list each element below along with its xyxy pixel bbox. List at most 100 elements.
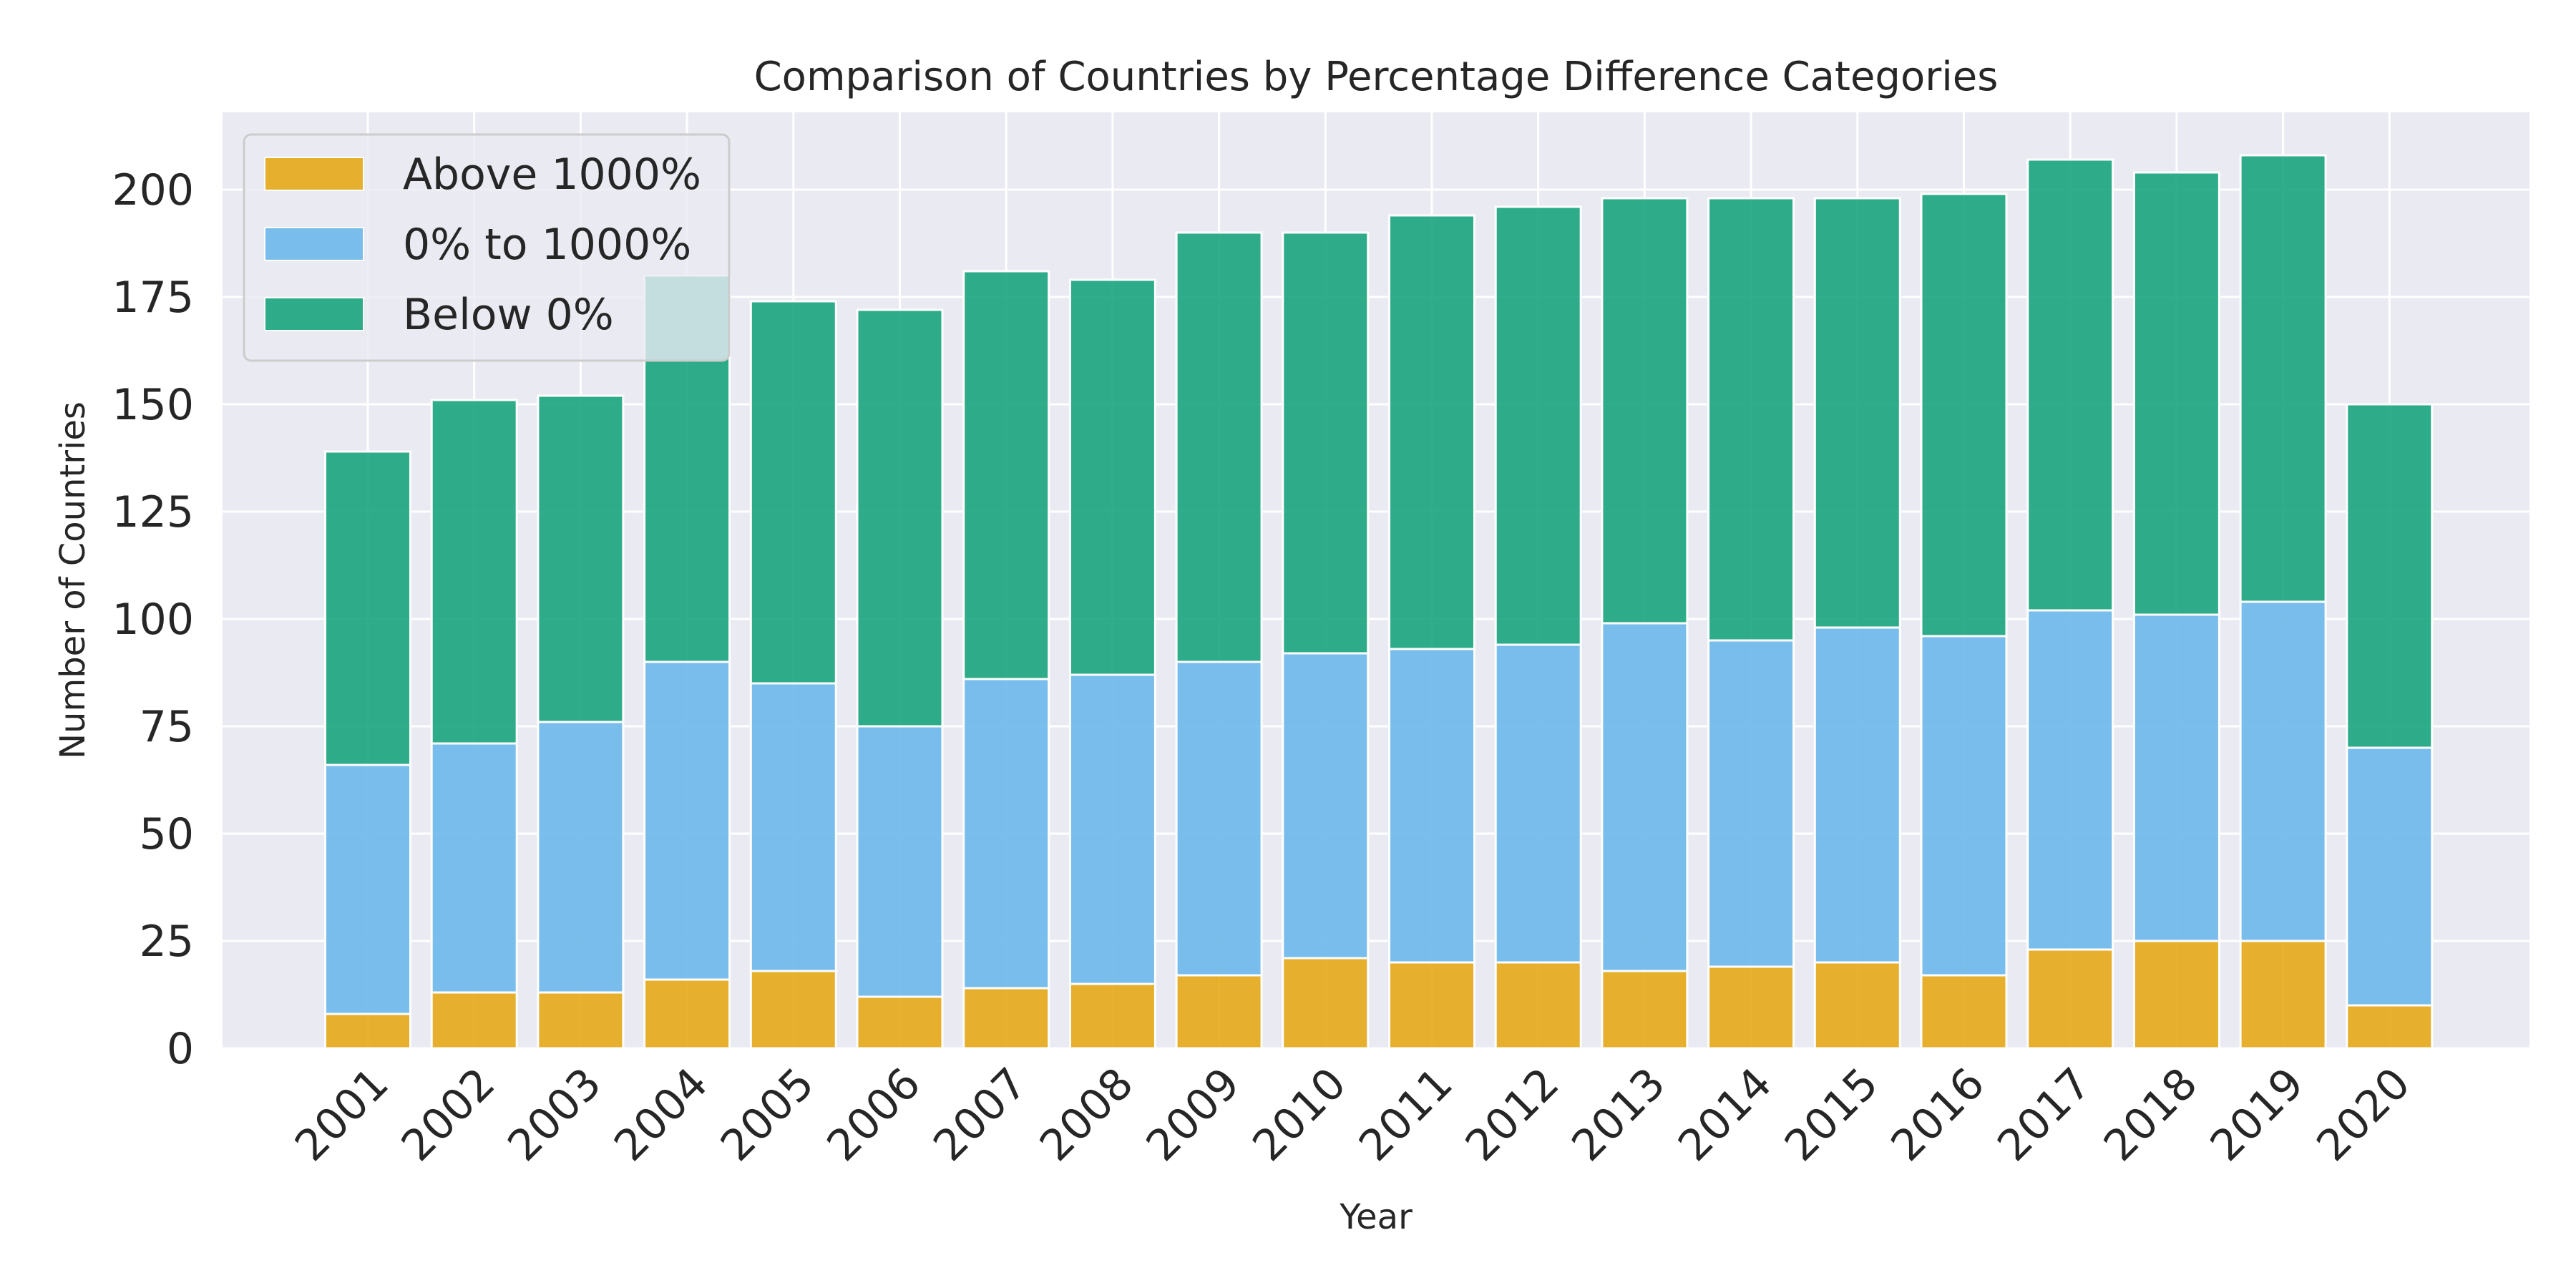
bar-0-to-1000-2014 bbox=[1707, 639, 1795, 968]
bar-above-1000-2009 bbox=[1175, 974, 1263, 1050]
x-tick-label: 2002 bbox=[392, 1058, 504, 1171]
bar-above-1000-2016 bbox=[1920, 974, 2008, 1050]
bar-0-to-1000-2002 bbox=[430, 742, 518, 994]
bar-above-1000-2017 bbox=[2026, 948, 2114, 1050]
bar-below-0-2016 bbox=[1920, 192, 2008, 638]
x-tick-label: 2018 bbox=[2094, 1058, 2207, 1171]
bar-below-0-2011 bbox=[1388, 214, 1475, 650]
x-tick-label: 2016 bbox=[1882, 1058, 1994, 1171]
bar-0-to-1000-2004 bbox=[643, 660, 731, 981]
x-tick-label: 2019 bbox=[2201, 1058, 2313, 1171]
bar-0-to-1000-2010 bbox=[1282, 652, 1370, 960]
bar-0-to-1000-2009 bbox=[1175, 660, 1263, 977]
x-tick-label: 2015 bbox=[1775, 1058, 1888, 1171]
y-tick-label: 125 bbox=[112, 487, 194, 537]
legend-swatch bbox=[264, 297, 364, 331]
bar-above-1000-2001 bbox=[324, 1013, 411, 1050]
x-tick-label: 2012 bbox=[1456, 1058, 1568, 1171]
bar-above-1000-2013 bbox=[1601, 970, 1689, 1050]
bar-below-0-2009 bbox=[1175, 231, 1263, 663]
x-tick-label: 2003 bbox=[499, 1058, 611, 1171]
x-tick-label: 2004 bbox=[605, 1058, 717, 1171]
bar-below-0-2015 bbox=[1813, 197, 1901, 629]
chart-title: Comparison of Countries by Percentage Di… bbox=[754, 54, 1999, 100]
x-tick-label: 2006 bbox=[818, 1058, 930, 1171]
x-tick-label: 2010 bbox=[1243, 1058, 1355, 1171]
bar-below-0-2001 bbox=[324, 450, 411, 766]
bar-0-to-1000-2019 bbox=[2239, 600, 2327, 942]
bar-0-to-1000-2006 bbox=[856, 725, 944, 998]
bar-0-to-1000-2016 bbox=[1920, 635, 2008, 977]
legend-swatch bbox=[264, 157, 364, 191]
y-axis-label: Number of Countries bbox=[53, 401, 93, 759]
legend-label: Below 0% bbox=[403, 290, 614, 340]
x-tick-label: 2007 bbox=[924, 1058, 1036, 1171]
bar-0-to-1000-2005 bbox=[749, 682, 837, 972]
bar-below-0-2003 bbox=[537, 394, 625, 723]
bar-below-0-2005 bbox=[749, 300, 837, 685]
bar-0-to-1000-2015 bbox=[1813, 626, 1901, 964]
legend-label: Above 1000% bbox=[403, 150, 701, 200]
y-tick-label: 50 bbox=[140, 809, 194, 859]
x-tick-label: 2011 bbox=[1350, 1058, 1462, 1171]
y-tick-label: 100 bbox=[112, 595, 194, 645]
y-tick-label: 200 bbox=[112, 165, 194, 215]
bar-above-1000-2018 bbox=[2132, 940, 2220, 1050]
y-tick-label: 25 bbox=[140, 917, 194, 967]
x-axis-label: Year bbox=[1339, 1197, 1413, 1237]
bar-0-to-1000-2011 bbox=[1388, 648, 1475, 964]
bar-below-0-2017 bbox=[2026, 158, 2114, 612]
bar-0-to-1000-2020 bbox=[2346, 746, 2434, 1007]
bar-0-to-1000-2012 bbox=[1494, 643, 1582, 964]
bar-0-to-1000-2003 bbox=[537, 721, 625, 994]
x-tick-label: 2017 bbox=[1988, 1058, 2100, 1171]
bar-above-1000-2003 bbox=[537, 991, 625, 1050]
x-tick-label: 2005 bbox=[711, 1058, 824, 1171]
bar-0-to-1000-2018 bbox=[2132, 613, 2220, 942]
bar-above-1000-2002 bbox=[430, 991, 518, 1050]
bar-below-0-2002 bbox=[430, 399, 518, 745]
x-tick-labels: 2001200220032004200520062007200820092010… bbox=[286, 1058, 2420, 1171]
bar-above-1000-2005 bbox=[749, 970, 837, 1050]
legend-label: 0% to 1000% bbox=[403, 220, 691, 270]
bar-below-0-2013 bbox=[1601, 197, 1689, 625]
bar-0-to-1000-2007 bbox=[962, 678, 1050, 990]
bar-below-0-2014 bbox=[1707, 197, 1795, 642]
bar-above-1000-2020 bbox=[2346, 1004, 2434, 1050]
x-tick-label: 2014 bbox=[1669, 1058, 1781, 1171]
bar-above-1000-2010 bbox=[1282, 957, 1370, 1050]
bar-below-0-2012 bbox=[1494, 205, 1582, 646]
bar-below-0-2008 bbox=[1068, 278, 1156, 676]
bar-above-1000-2004 bbox=[643, 978, 731, 1050]
x-tick-label: 2008 bbox=[1030, 1058, 1143, 1171]
bar-above-1000-2008 bbox=[1068, 982, 1156, 1050]
bar-below-0-2019 bbox=[2239, 154, 2327, 603]
legend-box bbox=[243, 133, 731, 362]
y-tick-label: 175 bbox=[112, 273, 194, 323]
y-tick-label: 0 bbox=[167, 1024, 194, 1074]
bar-above-1000-2006 bbox=[856, 995, 944, 1050]
bar-above-1000-2007 bbox=[962, 987, 1050, 1050]
x-tick-label: 2020 bbox=[2307, 1058, 2419, 1171]
legend: Above 1000% 0% to 1000% Below 0% bbox=[243, 133, 731, 362]
bar-0-to-1000-2013 bbox=[1601, 622, 1689, 972]
bar-below-0-2007 bbox=[962, 270, 1050, 680]
bar-below-0-2006 bbox=[856, 308, 944, 728]
bar-above-1000-2019 bbox=[2239, 940, 2327, 1050]
y-tick-labels: 0 25 50 75 100 125 150 175 200 bbox=[112, 165, 194, 1074]
legend-swatch bbox=[264, 227, 364, 261]
bar-0-to-1000-2001 bbox=[324, 763, 411, 1015]
x-tick-label: 2013 bbox=[1563, 1058, 1675, 1171]
bar-above-1000-2015 bbox=[1813, 961, 1901, 1050]
bar-above-1000-2011 bbox=[1388, 961, 1475, 1050]
bar-below-0-2018 bbox=[2132, 171, 2220, 616]
y-tick-label: 75 bbox=[140, 702, 194, 752]
bar-0-to-1000-2017 bbox=[2026, 609, 2114, 951]
bar-below-0-2010 bbox=[1282, 231, 1370, 655]
bar-above-1000-2012 bbox=[1494, 961, 1582, 1050]
y-tick-label: 150 bbox=[112, 380, 194, 430]
x-tick-label: 2009 bbox=[1137, 1058, 1249, 1171]
bar-0-to-1000-2008 bbox=[1068, 673, 1156, 985]
bar-below-0-2020 bbox=[2346, 403, 2434, 749]
